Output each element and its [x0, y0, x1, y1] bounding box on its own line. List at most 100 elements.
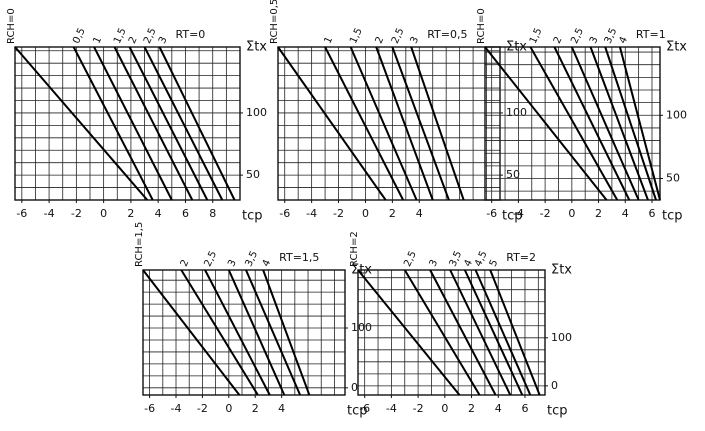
x-tick-label: 2 — [252, 402, 259, 415]
x-tick-label: -6 — [279, 207, 290, 220]
x-tick-label: -6 — [359, 402, 370, 415]
curve — [14, 46, 149, 201]
curve-label: 2 — [374, 35, 387, 45]
curve — [245, 269, 302, 396]
curve-label: 3 — [588, 35, 601, 45]
plot-frame — [357, 269, 546, 396]
x-tick-label: -4 — [44, 207, 55, 220]
x-tick-label: 4 — [495, 402, 502, 415]
curve — [227, 269, 286, 396]
x-tick-label: 0 — [441, 402, 448, 415]
curve-label: 4 — [462, 258, 475, 268]
y-axis-label: Σtx — [551, 263, 572, 278]
plot-frame — [14, 46, 241, 201]
x-tick-label: 0 — [362, 207, 369, 220]
curve — [589, 46, 649, 201]
curve — [474, 269, 532, 396]
curve — [357, 269, 461, 396]
curve — [463, 269, 524, 396]
curve-label: 2,5 — [203, 249, 220, 268]
curve-label: 4,5 — [473, 249, 490, 268]
curve-label: 1 — [323, 35, 336, 45]
x-tick-label: 4 — [155, 207, 162, 220]
curve-label: RCH=1,5 — [134, 222, 145, 267]
curve — [349, 46, 418, 201]
panel-annotation: RT=1,5 — [279, 251, 319, 264]
x-tick-label: -2 — [540, 207, 551, 220]
curve — [204, 269, 271, 396]
plot-frame — [142, 269, 346, 396]
y-tick-label: 100 — [551, 331, 572, 344]
curve — [128, 46, 209, 201]
curve — [529, 46, 619, 201]
curve — [142, 269, 241, 396]
x-tick-label: -2 — [71, 207, 82, 220]
curve-label: 2,5 — [390, 26, 407, 45]
curve — [262, 269, 311, 396]
x-tick-label: 6 — [648, 207, 655, 220]
y-tick-label: 0 — [551, 379, 558, 392]
curve — [158, 46, 236, 201]
x-tick-label: 2 — [127, 207, 134, 220]
x-tick-label: 6 — [182, 207, 189, 220]
x-tick-label: -6 — [144, 402, 155, 415]
curve — [93, 46, 173, 201]
x-tick-label: 4 — [416, 207, 423, 220]
x-tick-label: 2 — [468, 402, 475, 415]
curve — [429, 269, 497, 396]
panel-annotation: RT=2 — [506, 251, 536, 264]
panel-annotation: RT=1 — [636, 28, 666, 41]
curve-label: 4 — [617, 35, 630, 45]
x-tick-label: 0 — [225, 402, 232, 415]
x-tick-label: 4 — [278, 402, 285, 415]
curve — [410, 46, 465, 201]
curve-label: 3,5 — [243, 249, 260, 268]
x-tick-label: 4 — [622, 207, 629, 220]
x-tick-label: -4 — [306, 207, 317, 220]
y-tick-label: 100 — [666, 108, 687, 121]
y-axis-label: Σtx — [666, 40, 687, 55]
curve — [618, 46, 661, 201]
curve-label: 1,5 — [112, 26, 129, 45]
curve-label: 3,5 — [448, 249, 465, 268]
curve — [72, 46, 154, 201]
y-tick-label: 50 — [506, 168, 520, 181]
curve-label: 2,5 — [402, 249, 419, 268]
curve-label: 0,5 — [71, 26, 88, 45]
panel-annotation: RT=0,5 — [427, 28, 467, 41]
curve — [391, 46, 450, 201]
x-axis-label: tcp — [547, 404, 568, 419]
y-tick-label: 50 — [246, 168, 260, 181]
x-tick-label: -2 — [413, 402, 424, 415]
x-tick-label: -2 — [333, 207, 344, 220]
curve-label: 3 — [157, 35, 170, 45]
curve-label: 1,5 — [348, 26, 365, 45]
curve — [553, 46, 631, 201]
curve-label: 3 — [226, 258, 239, 268]
curve-label: 5 — [488, 258, 501, 268]
x-tick-label: 0 — [568, 207, 575, 220]
x-tick-label: -4 — [513, 207, 524, 220]
curve — [180, 269, 259, 396]
x-tick-label: 6 — [521, 402, 528, 415]
curve-label: 1 — [92, 35, 105, 45]
y-axis-label: Σtx — [246, 40, 267, 55]
curve — [113, 46, 194, 201]
curve-label: 3 — [409, 35, 422, 45]
x-tick-label: 0 — [100, 207, 107, 220]
x-axis-label: tcp — [242, 209, 263, 224]
x-axis-label: tcp — [502, 209, 523, 224]
x-tick-label: -2 — [197, 402, 208, 415]
curve-label: RCH=0 — [476, 8, 487, 44]
panel-annotation: RT=0 — [176, 28, 206, 41]
x-tick-label: -6 — [16, 207, 27, 220]
curve-label: 4 — [261, 258, 274, 268]
curve — [489, 269, 541, 396]
curve — [143, 46, 224, 201]
x-tick-label: -4 — [386, 402, 397, 415]
